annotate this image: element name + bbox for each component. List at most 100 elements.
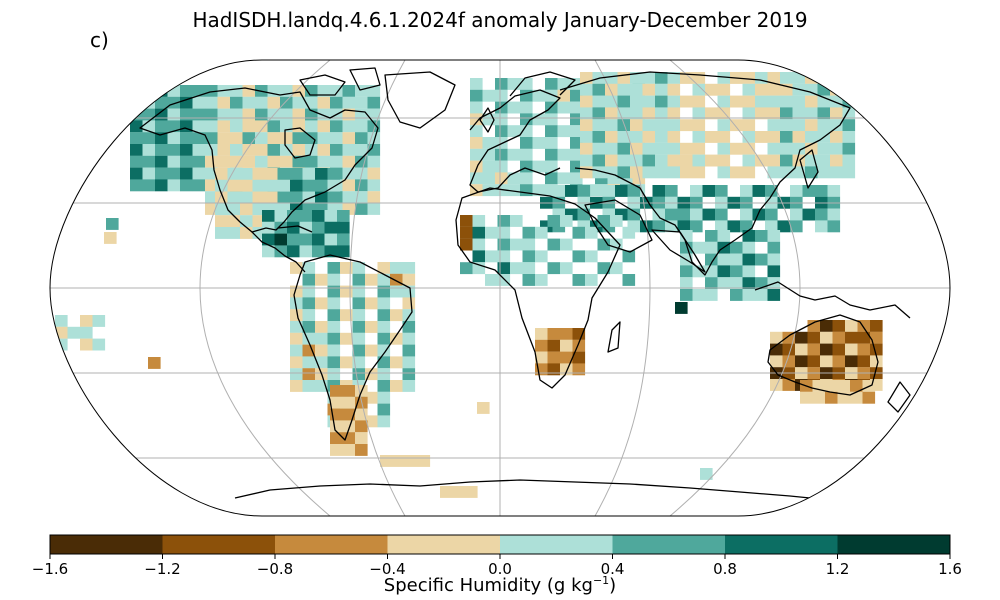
anomaly-cell [342, 179, 356, 192]
anomaly-cell [142, 167, 156, 180]
anomaly-cell [680, 265, 693, 278]
anomaly-cell [377, 403, 391, 416]
anomaly-cell [262, 221, 275, 234]
anomaly-cell [252, 227, 266, 239]
anomaly-cell [342, 444, 356, 456]
anomaly-cell [482, 172, 496, 185]
anomaly-cell [142, 155, 156, 168]
anomaly-cell [817, 154, 831, 167]
anomaly-cell [167, 144, 181, 156]
anomaly-cell [205, 96, 218, 109]
anomaly-cell [602, 185, 616, 197]
anomaly-cell [192, 155, 206, 168]
anomaly-cell [680, 166, 693, 179]
anomaly-cell [352, 285, 366, 298]
anomaly-cell [192, 85, 206, 97]
anomaly-cell [327, 273, 341, 286]
anomaly-cell [545, 148, 558, 161]
anomaly-cell [592, 166, 606, 179]
anomaly-cell [327, 285, 341, 298]
anomaly-cell [752, 185, 766, 197]
anomaly-cell [267, 85, 281, 97]
anomaly-cell [265, 179, 278, 192]
anomaly-cell [630, 119, 643, 132]
anomaly-cell [780, 95, 793, 108]
anomaly-cell [692, 131, 706, 143]
anomaly-cell [482, 89, 496, 102]
anomaly-cell [680, 72, 693, 84]
anomaly-cell [340, 332, 353, 345]
anomaly-cell [655, 142, 668, 155]
coast-arctic-islands [299, 67, 381, 96]
anomaly-cell [767, 72, 781, 84]
anomaly-cell [767, 230, 781, 242]
anomaly-cell [767, 142, 781, 155]
colorbar-tick-label: −1.2 [144, 560, 180, 578]
anomaly-cell [815, 208, 828, 221]
anomaly-cell [377, 344, 391, 357]
anomaly-cell [640, 220, 653, 233]
anomaly-cell [180, 155, 193, 168]
anomaly-cell [355, 191, 368, 204]
colorbar-tick-label: −0.8 [257, 560, 293, 578]
anomaly-cell [287, 221, 300, 234]
anomaly-cell [402, 332, 416, 345]
anomaly-cell [472, 250, 486, 263]
anomaly-cell [792, 166, 806, 179]
anomaly-cell [367, 96, 381, 109]
anomaly-cell [742, 277, 756, 290]
anomaly-cell [242, 120, 256, 133]
anomaly-cell [227, 179, 241, 192]
anomaly-cell [355, 408, 368, 421]
anomaly-cell [767, 166, 781, 179]
anomaly-cell [130, 167, 143, 180]
anomaly-cell [299, 210, 313, 222]
anomaly-cell [215, 191, 228, 204]
anomaly-cell [815, 220, 828, 233]
anomaly-cell [330, 408, 343, 421]
anomaly-cell [507, 148, 521, 161]
anomaly-cell [570, 78, 583, 90]
anomaly-cell [337, 221, 350, 234]
anomaly-cell [730, 241, 743, 254]
anomaly-cell [842, 166, 856, 179]
anomaly-cell [580, 119, 593, 132]
anomaly-cell [342, 396, 356, 409]
anomaly-cell [317, 155, 331, 168]
anomaly-cell [302, 179, 316, 192]
anomaly-cell [305, 108, 318, 121]
anomaly-cell [367, 191, 381, 204]
anomaly-cell [742, 166, 756, 179]
anomaly-cell [667, 142, 681, 155]
anomaly-cell [805, 107, 818, 120]
anomaly-cell [767, 241, 781, 254]
anomaly-cell [390, 309, 403, 322]
anomaly-cell [520, 148, 533, 161]
anomaly-cell [805, 95, 818, 108]
anomaly-cell [577, 185, 591, 197]
anomaly-cell [605, 131, 618, 143]
anomaly-cell [520, 137, 533, 149]
anomaly-cell [770, 355, 783, 368]
anomaly-cell [507, 172, 521, 185]
anomaly-cell [377, 273, 391, 286]
anomaly-cell [302, 309, 316, 322]
anomaly-cell [292, 85, 306, 97]
anomaly-cell [807, 355, 821, 368]
anomaly-cell [717, 277, 731, 290]
anomaly-cell [342, 385, 356, 397]
coastlines [139, 67, 911, 501]
anomaly-cell [742, 265, 756, 278]
anomaly-cell [330, 385, 343, 397]
panel-label: c) [90, 28, 109, 52]
anomaly-cell [705, 253, 718, 266]
anomaly-cell [792, 107, 806, 120]
anomaly-cell [215, 215, 228, 228]
anomaly-cell [317, 96, 331, 109]
anomaly-cell [167, 179, 181, 192]
anomaly-cell [717, 265, 731, 278]
anomaly-cell [702, 208, 716, 221]
anomaly-cell [290, 380, 303, 392]
anomaly-cell [367, 179, 381, 192]
anomaly-cell [392, 455, 406, 467]
